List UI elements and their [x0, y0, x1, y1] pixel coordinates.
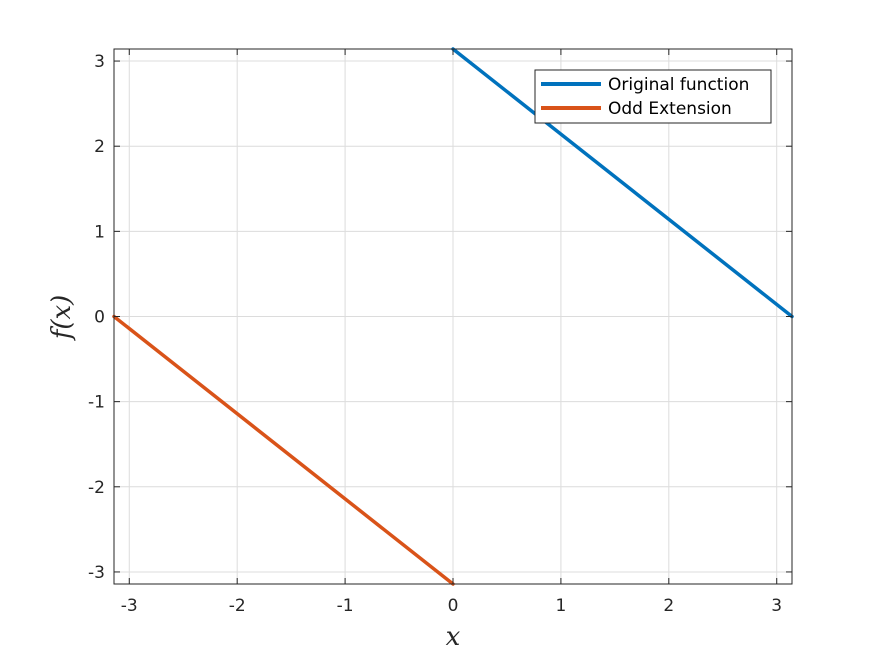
y-tick-label: 0	[94, 308, 105, 328]
x-tick-label: -1	[337, 596, 354, 616]
y-tick-label: -2	[88, 478, 105, 498]
series-layer	[112, 47, 794, 586]
y-tick-label: -3	[88, 563, 105, 583]
legend-box	[534, 69, 772, 124]
y-tick-label: 2	[94, 137, 105, 157]
legend: Original function Odd Extension	[534, 69, 772, 124]
legend-label-odd-extension: Odd Extension	[608, 99, 732, 119]
y-tick-label: 3	[94, 52, 105, 72]
legend-label-original-function: Original function	[608, 75, 749, 95]
x-tick-label: 0	[448, 596, 459, 616]
x-tick-label: -3	[121, 596, 138, 616]
y-tick-label: 1	[94, 222, 105, 242]
series-line-odd-extension	[112, 314, 455, 586]
x-tick-label: 2	[663, 596, 674, 616]
x-tick-label: -2	[229, 596, 246, 616]
plot-frame	[113, 48, 793, 585]
y-tick-label: -1	[88, 393, 105, 413]
y-axis-label: f(x)	[47, 295, 77, 342]
series-line-original-function	[451, 47, 794, 319]
x-tick-label: 1	[555, 596, 566, 616]
grid	[114, 49, 792, 584]
ticks: -3 -2 -1 0 1 2 3 -3 -2 -1 0 1 2 3	[88, 49, 792, 616]
x-axis-label: x	[446, 622, 461, 652]
x-tick-label: 3	[771, 596, 782, 616]
